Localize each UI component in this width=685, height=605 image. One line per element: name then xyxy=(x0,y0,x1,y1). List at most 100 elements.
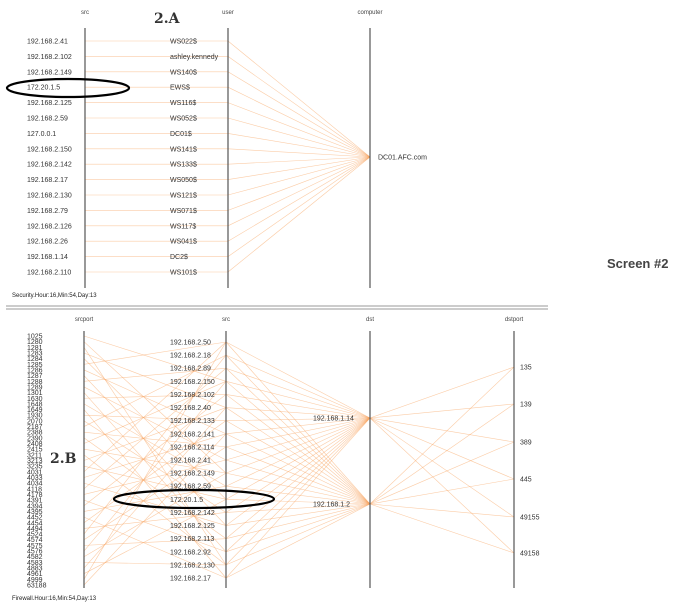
chart-b-link-dst-dstport xyxy=(369,417,515,443)
chart-b-link-src-dst xyxy=(225,417,371,435)
chart-b-link-src-dst xyxy=(225,417,371,421)
chart-b-axis-header: dstport xyxy=(505,317,524,323)
chart-b-link-srcport-src xyxy=(83,516,227,579)
chart-b-srcport-label: 3211 xyxy=(27,452,42,459)
chart-b-link-srcport-src xyxy=(83,394,227,507)
chart-b-src-label: 192.168.2.125 xyxy=(170,523,215,530)
chart-b-link-srcport-src xyxy=(83,538,227,546)
chart-a-link-user-computer xyxy=(227,156,371,242)
chart-a-user-label: WS022$ xyxy=(170,39,197,46)
chart-b-link-srcport-src xyxy=(83,409,227,579)
chart-b-srcport-label: 1289 xyxy=(27,384,43,391)
chart-b-link-srcport-src xyxy=(83,512,227,529)
chart-a-user-label: WS050$ xyxy=(170,177,197,184)
chart-b-link-srcport-src xyxy=(83,367,227,490)
chart-b-link-src-dst xyxy=(225,417,371,500)
chart-b-link-src-dst xyxy=(225,433,371,505)
chart-b-src-label: 192.168.2.102 xyxy=(170,392,215,399)
chart-a-src-label: 192.168.2.110 xyxy=(27,270,71,277)
chart-b-axis-header: dst xyxy=(366,317,374,323)
chart-b-srcport-label: 4575 xyxy=(27,543,43,550)
chart-b-link-src-dst xyxy=(225,417,371,474)
chart-a-src-label: 192.168.2.79 xyxy=(27,208,68,215)
chart-b-link-srcport-src xyxy=(83,562,227,566)
chart-b-link-src-dst xyxy=(225,459,371,505)
chart-b-srcport-label: 4999 xyxy=(27,577,43,584)
chart-b-link-dst-dstport xyxy=(369,417,515,518)
chart-b-link-srcport-src xyxy=(83,437,227,539)
chart-b-link-src-dst xyxy=(225,341,371,505)
chart-b-link-srcport-src xyxy=(83,414,227,421)
chart-a-user-label: WS133$ xyxy=(170,162,197,169)
chart-b-srcport-label: 4582 xyxy=(27,554,43,561)
chart-b-link-srcport-src xyxy=(83,407,227,461)
chart-b-srcport-label: 2388 xyxy=(27,430,43,437)
chart-b-link-src-dst xyxy=(225,446,371,505)
chart-b-link-srcport-src xyxy=(83,454,227,566)
chart-b-srcport-label: 4178 xyxy=(27,492,43,499)
chart-b-srcport-label: 4494 xyxy=(27,526,43,533)
chart-b-links xyxy=(83,335,515,586)
chart-b-src-label: 192.168.2.130 xyxy=(170,562,215,569)
chart-b-srcport-label: 4034 xyxy=(27,481,43,488)
chart-b-link-src-dst xyxy=(225,417,371,513)
chart-b-srcport-label: 4395 xyxy=(27,509,43,516)
chart-b-link-srcport-src xyxy=(83,420,227,523)
chart-b-link-srcport-src xyxy=(83,354,227,535)
chart-b-srcport-label: 4454 xyxy=(27,520,43,527)
chart-a-link-user-computer xyxy=(227,148,371,158)
chart-b-src-label: 192.168.2.113 xyxy=(170,536,214,543)
chart-a-link-user-computer xyxy=(227,117,371,158)
chart-b-src-label: 192.168.2.114 xyxy=(170,444,214,451)
chart-a-user-label: WS117$ xyxy=(170,223,196,230)
chart-b-link-dst-dstport xyxy=(369,403,515,419)
chart-a-user-label: WS116$ xyxy=(170,100,196,107)
chart-b-srcport-label: 4524 xyxy=(27,532,43,539)
chart-b-srcport-label: 2408 xyxy=(27,441,43,448)
chart-b-srcport-label: 4576 xyxy=(27,549,43,556)
chart-a-src-label: 192.168.2.17 xyxy=(27,177,68,184)
chart-a-user-label: DC2$ xyxy=(170,254,188,261)
chart-a-user-label: WS071$ xyxy=(170,208,197,215)
chart-b-link-dst-dstport xyxy=(369,441,515,505)
chart-b-link-dst-dstport xyxy=(369,503,515,554)
chart-b-srcport-label: 1301 xyxy=(27,390,43,397)
chart-b-link-src-dst xyxy=(225,503,371,526)
chart-b-link-src-dst xyxy=(225,394,371,505)
chart-a-user-label: WS121$ xyxy=(170,193,197,200)
chart-b-srcport-label: 4961 xyxy=(27,571,43,578)
chart-a-link-user-computer xyxy=(227,133,371,158)
chart-b-link-srcport-src xyxy=(83,499,227,553)
chart-a-user-label: WS140$ xyxy=(170,69,197,76)
chart-b-link-srcport-src xyxy=(83,407,227,569)
chart-b-src-label: 192.168.2.133 xyxy=(170,418,215,425)
chart-b-link-src-dst xyxy=(225,503,371,566)
chart-b-srcport-label: 1288 xyxy=(27,379,43,386)
chart-b-srcport-label: 4031 xyxy=(27,469,43,476)
chart-b-src-label: 192.168.2.17 xyxy=(170,576,211,583)
highlight-ellipse-b xyxy=(112,488,276,510)
chart-a-user-label: ashley.kennedy xyxy=(170,54,219,61)
chart-b-link-srcport-src xyxy=(83,341,227,580)
chart-b-link-srcport-src xyxy=(83,381,227,444)
chart-a-src-label: 192.168.2.142 xyxy=(27,162,72,169)
chart-b-link-src-dst xyxy=(225,417,371,487)
chart-b-srcport-label: 1284 xyxy=(27,356,43,363)
chart-b-src-label: 172.20.1.5 xyxy=(170,497,203,504)
chart-b-src-label: 192.168.2.89 xyxy=(170,366,211,373)
chart-a-src-label: 192.168.2.59 xyxy=(27,116,68,123)
chart-b-src-label: 192.168.2.92 xyxy=(170,549,211,556)
chart-a-src-label: 192.168.1.14 xyxy=(27,254,68,261)
chart-b-srcport-label: 2070 xyxy=(27,418,43,425)
chart-b-link-dst-dstport xyxy=(369,417,515,554)
chart-a-user-label: WS101$ xyxy=(170,270,197,277)
chart-b-link-srcport-src xyxy=(83,341,227,365)
chart-b-srcport-label: 4883 xyxy=(27,566,43,573)
chart-a-link-user-computer xyxy=(227,156,371,180)
chart-b-dstport-label: 135 xyxy=(520,365,532,372)
chart-b-link-dst-dstport xyxy=(369,403,515,505)
chart-b-axis-header: srcport xyxy=(75,317,94,323)
chart-a-axis-header: user xyxy=(222,10,234,16)
chart-b-srcport-label: 4033 xyxy=(27,475,43,482)
